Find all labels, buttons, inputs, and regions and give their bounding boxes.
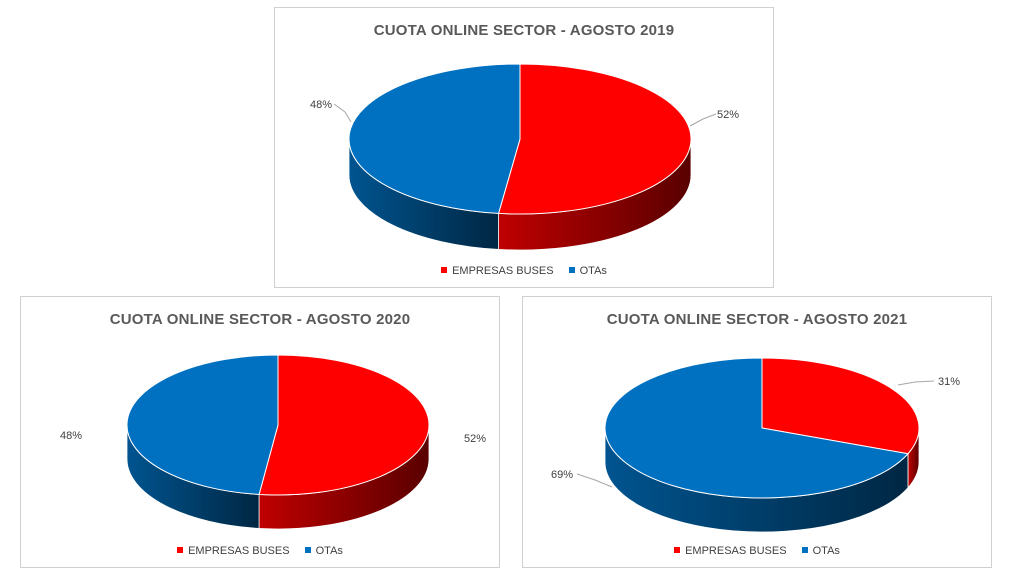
legend-label: OTAs (315, 545, 343, 557)
leader-line (689, 113, 717, 127)
pie-slice-empresas-buses (258, 354, 430, 496)
chart-panel-2019: CUOTA ONLINE SECTOR - AGOSTO 2019 52% 48%… (274, 7, 774, 288)
chart-title: CUOTA ONLINE SECTOR - AGOSTO 2019 (373, 22, 675, 39)
legend-swatch (304, 547, 311, 554)
data-label-empresas-buses: 52% (464, 433, 486, 445)
legend-swatch (568, 267, 575, 274)
pie-slice-otas (604, 357, 909, 499)
data-label-empresas-buses: 52% (717, 109, 739, 121)
legend-swatch (441, 267, 448, 274)
legend-label: OTAs (812, 545, 840, 557)
leader-line (576, 473, 613, 488)
legend-label: EMPRESAS BUSES (188, 545, 290, 557)
chart-title: CUOTA ONLINE SECTOR - AGOSTO 2021 (606, 311, 908, 328)
legend-label: EMPRESAS BUSES (685, 545, 787, 557)
legend: EMPRESAS BUSES OTAs (275, 265, 773, 277)
legend-item-otas: OTAs (801, 545, 840, 557)
chart-panel-2020: CUOTA ONLINE SECTOR - AGOSTO 2020 52% 48%… (20, 296, 500, 568)
pie-chart-2019: 52% 48% (310, 63, 739, 251)
pie-slice-otas (126, 354, 279, 495)
data-label-otas: 69% (551, 469, 573, 481)
chart-title: CUOTA ONLINE SECTOR - AGOSTO 2020 (109, 311, 411, 328)
data-label-otas: 48% (60, 430, 82, 442)
legend-label: OTAs (579, 265, 607, 277)
chart-panel-2021: CUOTA ONLINE SECTOR - AGOSTO 2021 31% 69%… (522, 296, 992, 568)
legend-item-empresas: EMPRESAS BUSES (674, 545, 787, 557)
legend-item-empresas: EMPRESAS BUSES (177, 545, 290, 557)
legend-swatch (674, 547, 681, 554)
legend-swatch (801, 547, 808, 554)
pie-slice-empresas-buses (497, 63, 692, 215)
pie-slice-otas (348, 63, 521, 214)
leader-line (333, 103, 352, 123)
legend-item-empresas: EMPRESAS BUSES (441, 265, 554, 277)
legend: EMPRESAS BUSES OTAs (523, 545, 991, 557)
legend-item-otas: OTAs (304, 545, 343, 557)
pie-chart-2021: 31% 69% (551, 357, 960, 533)
data-label-otas: 48% (310, 99, 332, 111)
legend-label: EMPRESAS BUSES (452, 265, 554, 277)
legend-swatch (177, 547, 184, 554)
legend-item-otas: OTAs (568, 265, 607, 277)
pie-chart-2020: 52% 48% (60, 354, 486, 530)
data-label-empresas-buses: 31% (938, 376, 960, 388)
legend: EMPRESAS BUSES OTAs (21, 545, 499, 557)
leader-line (897, 380, 935, 386)
pie-slice-empresas-buses (761, 357, 920, 455)
